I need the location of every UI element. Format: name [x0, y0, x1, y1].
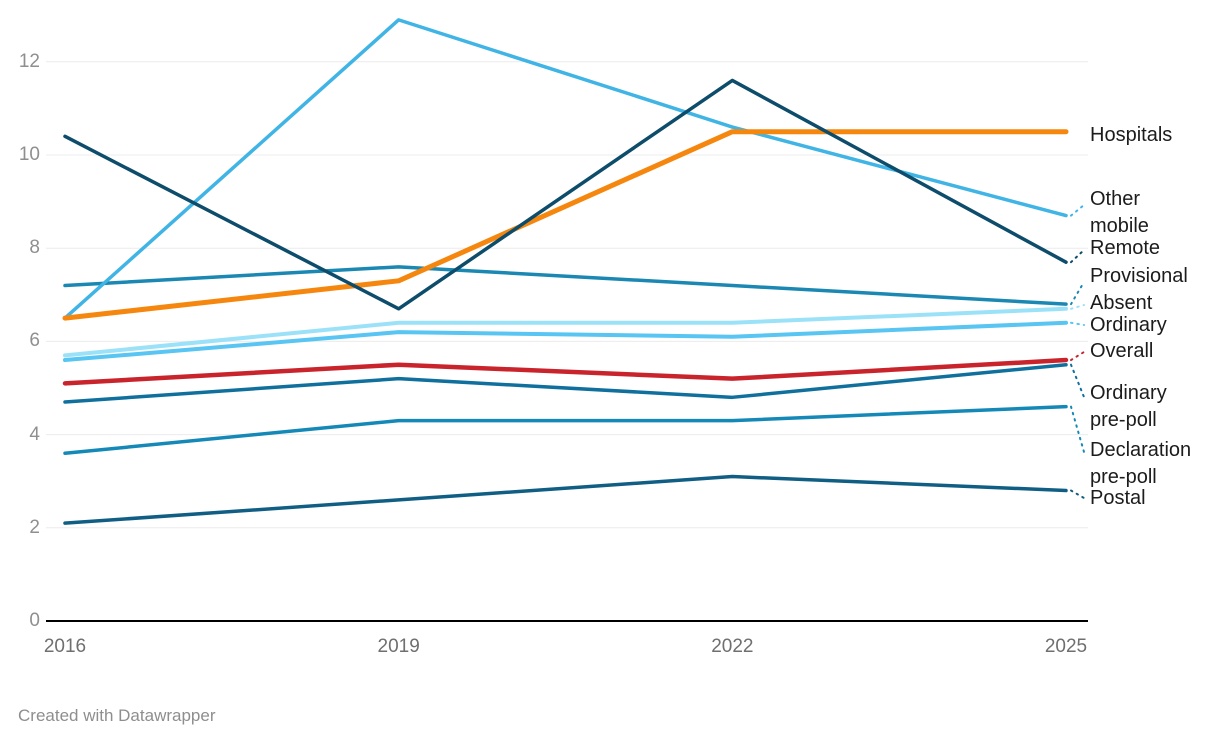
line-ordinary [63, 320, 1068, 363]
y-tick-label-8: 8 [29, 237, 40, 259]
series-label-overall: Overall [1090, 339, 1154, 362]
series-label-ordinary-pre-poll: Ordinary pre-poll [1090, 381, 1167, 431]
leader-other-mobile [1070, 204, 1085, 217]
y-tick-label-2: 2 [29, 516, 40, 538]
leader-absent [1070, 304, 1085, 310]
series-label-absent: Absent [1090, 291, 1153, 314]
series-label-other-mobile: Other mobile [1090, 187, 1149, 237]
line-postal [63, 474, 1068, 525]
leader-ordinary [1070, 321, 1085, 326]
line-other-mobile [63, 18, 1068, 320]
leader-ordinary-pre-poll [1070, 363, 1085, 398]
leader-declaration-pre-poll [1070, 405, 1085, 453]
leader-overall [1070, 351, 1085, 362]
line-hospitals [62, 129, 1069, 321]
series-label-provisional: Provisional [1090, 264, 1188, 287]
series-label-postal: Postal [1090, 486, 1146, 509]
series-label-hospitals: Hospitals [1090, 123, 1173, 146]
line-declaration-pre-poll [63, 404, 1068, 455]
line-absent [63, 306, 1068, 358]
line-overall [62, 357, 1069, 386]
y-tick-label-12: 12 [18, 50, 40, 72]
x-tick-label-2016: 2016 [43, 636, 87, 657]
y-tick-label-4: 4 [29, 423, 40, 445]
x-tick-label-2022: 2022 [711, 636, 754, 657]
x-tick-label-2019: 2019 [377, 636, 420, 657]
y-tick-label-0: 0 [29, 610, 40, 631]
line-provisional [63, 265, 1068, 306]
datawrapper-credit-link[interactable]: Created with Datawrapper [18, 706, 216, 725]
line-ordinary-pre-poll [63, 362, 1068, 404]
y-tick-label-6: 6 [29, 330, 40, 352]
series-label-declaration-pre-poll: Declaration pre-poll [1090, 438, 1192, 488]
leader-remote [1070, 249, 1085, 264]
series-label-remote: Remote [1090, 236, 1161, 259]
leader-postal [1070, 489, 1085, 499]
y-tick-label-10: 10 [18, 144, 40, 165]
line-remote [63, 78, 1068, 311]
leader-provisional [1070, 281, 1085, 306]
x-tick-label-2025: 2025 [1044, 636, 1088, 657]
series-label-ordinary: Ordinary [1090, 313, 1167, 336]
